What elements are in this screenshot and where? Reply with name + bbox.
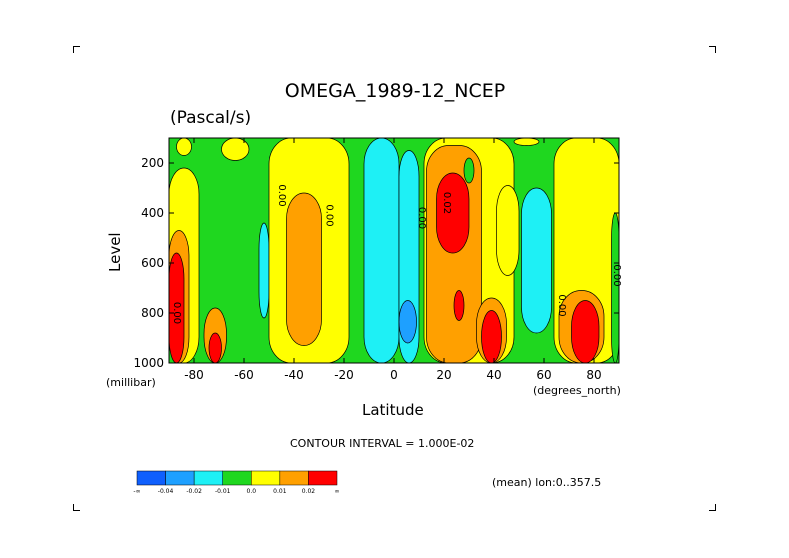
colorbar-label-5: 0.01 — [273, 488, 287, 495]
colorbar-swatch-2 — [193, 470, 223, 486]
x-tick-label-1: -60 — [234, 368, 254, 382]
contour-region-20 — [463, 157, 475, 184]
colorbar-label-2: -0.02 — [186, 488, 202, 495]
colorbar-swatch-4 — [251, 470, 281, 486]
colorbar-swatch-1 — [165, 470, 195, 486]
contour-interval-text: CONTOUR INTERVAL = 1.000E-02 — [290, 437, 475, 450]
x-axis-units: (degrees_north) — [533, 384, 621, 397]
contour-region-2 — [169, 252, 185, 363]
colorbar-label-0: -∞ — [133, 488, 140, 495]
contour-region-6 — [221, 138, 250, 161]
x-tick-label-6: 40 — [486, 368, 501, 382]
x-tick-label-8: 80 — [586, 368, 601, 382]
contour-label-3: 0.00 — [416, 207, 427, 229]
mean-longitude-text: (mean) lon:0..357.5 — [492, 476, 602, 489]
contour-label-5: 0.00 — [556, 294, 567, 316]
contour-label-0: 0.00 — [171, 302, 182, 324]
x-tick-label-0: -80 — [184, 368, 204, 382]
y-tick-label-0: 200 — [141, 156, 164, 170]
colorbar-label-1: -0.04 — [158, 488, 174, 495]
colorbar-swatch-5 — [279, 470, 309, 486]
contour-region-12 — [398, 300, 417, 344]
contour-label-2: 0.00 — [324, 204, 335, 226]
contour-region-26 — [611, 212, 619, 363]
y-tick-label-3: 800 — [141, 306, 164, 320]
crop-mark-top-left — [73, 46, 80, 53]
colorbar-label-3: -0.01 — [215, 488, 231, 495]
colorbar-label-4: 0.0 — [247, 488, 257, 495]
x-tick-label-3: -20 — [334, 368, 354, 382]
crop-mark-bottom-right — [709, 504, 716, 511]
contour-region-10 — [363, 138, 400, 363]
x-tick-label-4: 0 — [390, 368, 398, 382]
contour-region-21 — [513, 138, 540, 146]
contour-region-4 — [208, 332, 222, 363]
y-tick-label-4: 1000 — [133, 356, 164, 370]
contour-label-4: 0.02 — [441, 192, 452, 214]
contour-label-6: 0.00 — [611, 264, 622, 286]
contour-region-5 — [176, 138, 192, 156]
colorbar-swatch-6 — [308, 470, 338, 486]
x-tick-label-2: -40 — [284, 368, 304, 382]
chart-title: OMEGA_1989-12_NCEP — [284, 80, 506, 102]
crop-mark-bottom-left — [73, 504, 80, 511]
contour-region-18 — [481, 310, 502, 363]
chart-units: (Pascal/s) — [170, 108, 252, 128]
y-tick-label-1: 400 — [141, 206, 164, 220]
crop-mark-top-right — [709, 46, 716, 53]
x-axis-label: Latitude — [362, 401, 424, 419]
y-axis-units: (millibar) — [106, 376, 156, 389]
contour-region-9 — [286, 192, 322, 346]
colorbar-swatch-3 — [222, 470, 252, 486]
colorbar-label-7: ∞ — [335, 488, 340, 495]
colorbar-label-6: 0.02 — [302, 488, 316, 495]
contour-label-1: 0.00 — [276, 184, 287, 206]
contour-region-16 — [453, 290, 465, 321]
colorbar-swatch-0 — [136, 470, 166, 486]
y-tick-label-2: 600 — [141, 256, 164, 270]
contour-region-7 — [258, 222, 270, 319]
contour-region-25 — [571, 300, 600, 363]
x-tick-label-5: 20 — [436, 368, 451, 382]
x-tick-label-7: 60 — [536, 368, 551, 382]
contour-region-22 — [521, 187, 552, 334]
contour-region-19 — [496, 185, 520, 276]
contour-region-15 — [436, 172, 470, 254]
